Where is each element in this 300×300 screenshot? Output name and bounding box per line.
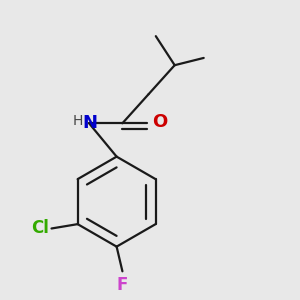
Text: O: O — [152, 113, 168, 131]
Text: Cl: Cl — [31, 220, 49, 238]
Text: N: N — [83, 114, 98, 132]
Text: H: H — [72, 114, 82, 128]
Text: F: F — [117, 276, 128, 294]
